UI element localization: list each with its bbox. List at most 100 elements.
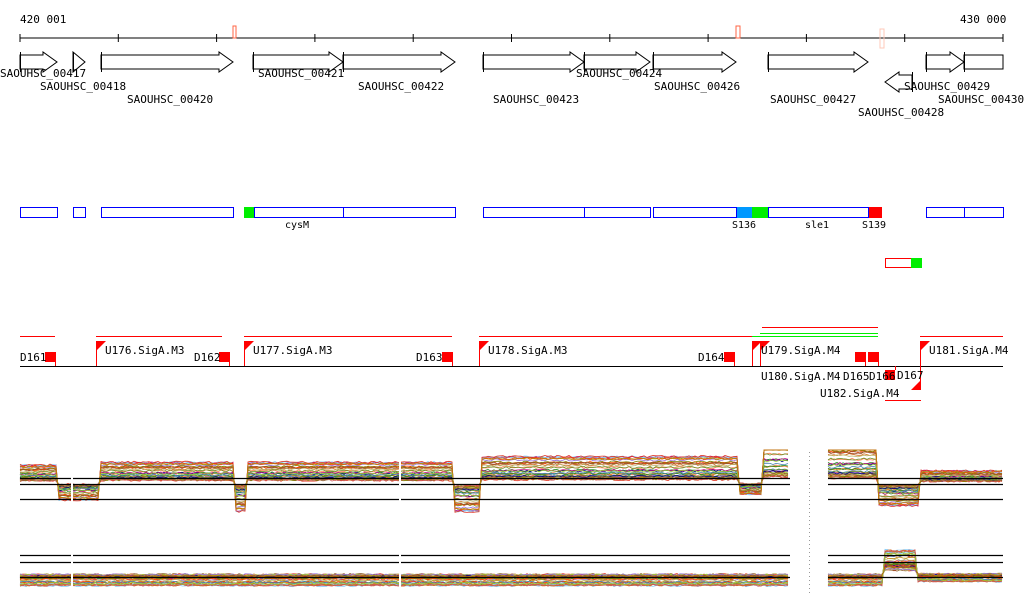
expression-line — [19, 460, 789, 497]
down-segment-flag[interactable] — [868, 352, 878, 362]
down-segment-label: D165 — [843, 370, 870, 383]
feature-box[interactable] — [885, 258, 912, 268]
ruler-start-label: 420 001 — [20, 13, 66, 26]
gene-label: SAOUHSC_00424 — [576, 67, 662, 80]
down-segment-label: D161 — [20, 351, 47, 364]
gene-arrow[interactable] — [583, 51, 651, 73]
gene-label: SAOUHSC_00423 — [493, 93, 579, 106]
expression-line — [827, 473, 1003, 489]
gene-arrow[interactable] — [767, 51, 869, 73]
feature-box[interactable] — [911, 258, 922, 268]
position-marker — [232, 25, 237, 39]
down-segment-flag[interactable] — [724, 352, 734, 362]
feature-box[interactable] — [20, 207, 58, 218]
expression-line — [19, 580, 789, 584]
feature-box[interactable] — [254, 207, 344, 218]
gene-arrow[interactable] — [482, 51, 585, 73]
gene-arrow[interactable] — [100, 51, 234, 73]
segmentation-track — [20, 327, 1003, 401]
gene-label: SAOUHSC_00427 — [770, 93, 856, 106]
expression-line — [19, 581, 789, 586]
expression-profiles — [19, 449, 1003, 598]
up-segment-flag[interactable] — [752, 341, 762, 351]
up-segment-flag[interactable] — [760, 341, 770, 351]
down-segment-label: D162 — [194, 351, 221, 364]
up-segment-label: U179.SigA.M4 — [761, 344, 841, 357]
gene-arrow[interactable] — [342, 51, 456, 73]
gene-label: SAOUHSC_00418 — [40, 80, 126, 93]
gene-label: SAOUHSC_00426 — [654, 80, 740, 93]
feature-box[interactable] — [584, 207, 651, 218]
expression-line — [827, 463, 1003, 495]
expression-line — [827, 549, 1003, 587]
coordinate-ruler: 420 001 430 000 — [19, 13, 1006, 49]
feature-box[interactable] — [869, 207, 882, 218]
up-segment-label: U178.SigA.M3 — [488, 344, 567, 357]
feature-box[interactable] — [101, 207, 234, 218]
feature-box[interactable] — [737, 207, 752, 218]
position-marker — [879, 28, 885, 49]
expression-line — [19, 573, 789, 577]
expression-line — [19, 449, 788, 507]
position-marker — [735, 25, 741, 39]
down-segment-flag[interactable] — [885, 370, 895, 380]
gene-arrow[interactable] — [963, 54, 1004, 70]
feature-track — [20, 207, 1004, 218]
expression-line — [19, 578, 789, 582]
feature-box[interactable] — [964, 207, 1004, 218]
feature-label: cysM — [285, 220, 309, 231]
up-segment-flag[interactable] — [920, 341, 930, 351]
feature-label: S139 — [862, 220, 886, 231]
feature-box[interactable] — [483, 207, 585, 218]
expression-line — [19, 462, 789, 495]
expression-line — [828, 449, 1002, 505]
feature-box[interactable] — [926, 207, 965, 218]
up-segment-flag[interactable] — [479, 341, 489, 351]
down-segment-flag[interactable] — [219, 352, 229, 362]
down-segment-flag[interactable] — [442, 352, 452, 362]
gene-arrow[interactable] — [925, 51, 965, 73]
expression-line — [19, 449, 789, 503]
feature-box[interactable] — [768, 207, 869, 218]
feature-box[interactable] — [244, 207, 254, 218]
expression-line — [19, 449, 788, 513]
feature-label: S136 — [732, 220, 756, 231]
gene-track — [19, 50, 1004, 93]
expression-line — [827, 568, 1003, 577]
gene-arrow[interactable] — [884, 71, 913, 93]
gene-label: SAOUHSC_00429 — [904, 80, 990, 93]
feature-box[interactable] — [73, 207, 86, 218]
expression-line — [19, 449, 788, 509]
gene-arrow[interactable] — [252, 51, 344, 73]
gene-label: SAOUHSC_00420 — [127, 93, 213, 106]
feature-box[interactable] — [653, 207, 737, 218]
expression-line — [19, 449, 788, 511]
up-segment-label: U182.SigA.M4 — [820, 387, 900, 400]
up-segment-flag[interactable] — [911, 380, 921, 390]
up-segment-flag[interactable] — [96, 341, 106, 351]
expression-line — [827, 467, 1003, 492]
feature-box[interactable] — [343, 207, 456, 218]
expression-line — [827, 457, 1003, 498]
up-segment-label: U176.SigA.M3 — [105, 344, 184, 357]
up-segment-flag[interactable] — [244, 341, 254, 351]
ruler-end-label: 430 000 — [960, 13, 1006, 26]
gene-label: SAOUHSC_00428 — [858, 106, 944, 119]
up-segment-label: U181.SigA.M4 — [929, 344, 1009, 357]
expression-line — [827, 454, 1003, 500]
up-segment-label: U180.SigA.M4 — [761, 370, 841, 383]
feature-box[interactable] — [752, 207, 768, 218]
gene-arrow[interactable] — [19, 51, 58, 73]
gene-label: SAOUHSC_00422 — [358, 80, 444, 93]
down-segment-label: D167 — [897, 369, 924, 382]
expression-line — [19, 453, 789, 501]
down-segment-flag[interactable] — [855, 352, 865, 362]
down-segment-label: D163 — [416, 351, 443, 364]
expression-line — [19, 465, 789, 494]
gene-arrow[interactable] — [652, 51, 737, 73]
expression-line — [19, 583, 788, 587]
expression-line — [19, 449, 788, 506]
up-segment-label: U177.SigA.M3 — [253, 344, 332, 357]
down-segment-flag[interactable] — [45, 352, 55, 362]
